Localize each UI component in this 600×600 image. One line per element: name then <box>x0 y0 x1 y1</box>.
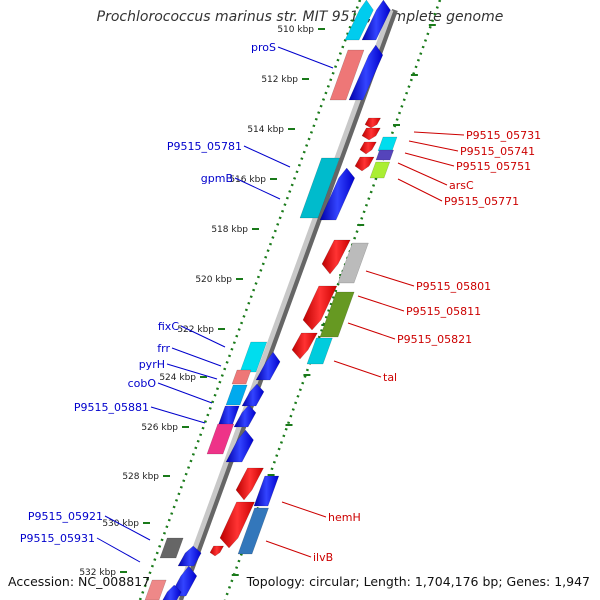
gene-arrow[interactable] <box>159 537 184 559</box>
gene-arrow[interactable] <box>344 0 374 41</box>
gene-arrow[interactable] <box>231 369 252 385</box>
forward-leader-line <box>150 406 206 424</box>
gene-arrow[interactable] <box>235 467 264 501</box>
gene-arrow[interactable] <box>361 0 391 41</box>
gene-arrow[interactable] <box>255 351 281 381</box>
forward-gene-label[interactable]: fixC <box>158 320 179 333</box>
gene-arrow[interactable] <box>319 291 355 338</box>
kbp-tick-label: 510 kbp <box>277 25 314 35</box>
forward-leader-line <box>234 177 281 200</box>
gene-arrow[interactable] <box>299 157 340 219</box>
kbp-tick-label: 524 kbp <box>159 373 196 383</box>
kbp-tick-label: 528 kbp <box>122 472 159 482</box>
reverse-leader-line <box>265 540 312 558</box>
gene-arrow[interactable] <box>364 117 382 129</box>
gene-arrow[interactable] <box>233 404 257 428</box>
forward-leader-line <box>166 363 218 380</box>
forward-gene-label[interactable]: P9515_05921 <box>28 510 103 523</box>
kbp-tick-label: 520 kbp <box>195 275 232 285</box>
gene-arrow[interactable] <box>225 384 248 406</box>
reverse-gene-label[interactable]: P9515_05801 <box>416 280 491 293</box>
kbp-tick-label: 522 kbp <box>177 325 214 335</box>
reverse-gene-label[interactable]: P9515_05811 <box>406 305 481 318</box>
gene-arrow[interactable] <box>369 161 391 179</box>
gene-arrow[interactable] <box>319 167 356 221</box>
genome-backbone-shadow <box>177 8 398 600</box>
reverse-gene-label[interactable]: arsC <box>449 179 474 192</box>
reverse-gene-label[interactable]: P9515_05771 <box>444 195 519 208</box>
gene-arrow[interactable] <box>160 584 182 600</box>
reverse-leader-line <box>281 501 327 518</box>
forward-gene-label[interactable]: P9515_05781 <box>167 140 242 153</box>
reverse-leader-line <box>404 152 455 167</box>
forward-leader-line <box>104 515 151 541</box>
reverse-gene-label[interactable]: P9515_05741 <box>460 145 535 158</box>
map-title: Prochlorococcus marinus str. MIT 9515, c… <box>96 9 504 25</box>
forward-tick-track <box>138 0 362 600</box>
gene-arrow[interactable] <box>177 545 202 567</box>
gene-arrow[interactable] <box>225 429 254 463</box>
forward-gene-label[interactable]: cobO <box>128 377 157 390</box>
reverse-gene-label[interactable]: P9515_05821 <box>397 333 472 346</box>
reverse-gene-label[interactable]: hemH <box>328 511 361 524</box>
gene-arrow[interactable] <box>329 49 365 101</box>
topology-text: Topology: circular; Length: 1,704,176 bp… <box>246 574 590 589</box>
gene-arrow[interactable] <box>375 149 394 161</box>
gene-arrow[interactable] <box>239 341 268 373</box>
forward-gene-label[interactable]: pyrH <box>139 358 165 371</box>
gene-arrow[interactable] <box>361 127 381 141</box>
kbp-tick-label: 514 kbp <box>247 125 284 135</box>
reverse-leader-line <box>397 162 448 186</box>
reverse-gene-label[interactable]: tal <box>383 371 397 384</box>
gene-arrow[interactable] <box>348 44 384 101</box>
accession-text: Accession: NC_008817 <box>8 574 151 589</box>
gene-arrow[interactable] <box>253 475 280 507</box>
forward-gene-label[interactable]: gpmB <box>201 172 233 185</box>
gene-arrow[interactable] <box>241 383 265 407</box>
gene-arrow[interactable] <box>291 332 318 360</box>
reverse-gene-label[interactable]: P9515_05751 <box>456 160 531 173</box>
reverse-gene-label[interactable]: ilvB <box>313 551 333 564</box>
gene-arrow[interactable] <box>219 501 255 549</box>
gene-arrow[interactable] <box>144 579 167 600</box>
gene-arrow[interactable] <box>237 507 269 555</box>
gene-arrow[interactable] <box>306 337 333 365</box>
gene-arrow[interactable] <box>302 285 338 331</box>
reverse-leader-line <box>413 131 465 136</box>
forward-gene-label[interactable]: frr <box>157 342 170 355</box>
kbp-tick-label: 518 kbp <box>211 225 248 235</box>
reverse-leader-line <box>408 140 459 152</box>
kbp-tick-label: 526 kbp <box>141 423 178 433</box>
forward-gene-label[interactable]: P9515_05881 <box>74 401 149 414</box>
kbp-tick-label: 516 kbp <box>229 175 266 185</box>
forward-leader-line <box>96 537 141 563</box>
forward-gene-label[interactable]: P9515_05931 <box>20 532 95 545</box>
gene-arrow[interactable] <box>337 242 369 284</box>
reverse-gene-label[interactable]: P9515_05731 <box>466 129 541 142</box>
reverse-leader-line <box>365 270 415 287</box>
reverse-leader-line <box>333 360 382 378</box>
gene-arrow[interactable] <box>354 156 375 172</box>
genome-backbone <box>173 9 394 600</box>
gene-arrow[interactable] <box>359 141 377 155</box>
reverse-tick-track <box>223 0 442 600</box>
gene-arrow[interactable] <box>206 423 235 455</box>
gene-arrow[interactable] <box>209 545 225 557</box>
forward-leader-line <box>171 347 222 367</box>
kbp-tick-label: 532 kbp <box>79 568 116 578</box>
gene-arrow[interactable] <box>377 136 398 152</box>
forward-gene-label[interactable]: proS <box>251 41 276 54</box>
forward-leader-line <box>243 145 291 168</box>
reverse-leader-line <box>397 178 443 202</box>
forward-leader-line <box>277 46 334 69</box>
forward-leader-line <box>180 325 226 348</box>
kbp-tick-label: 512 kbp <box>261 75 298 85</box>
reverse-leader-line <box>347 322 396 340</box>
reverse-leader-line <box>357 295 405 312</box>
forward-leader-line <box>157 382 213 404</box>
gene-arrow[interactable] <box>321 239 351 275</box>
